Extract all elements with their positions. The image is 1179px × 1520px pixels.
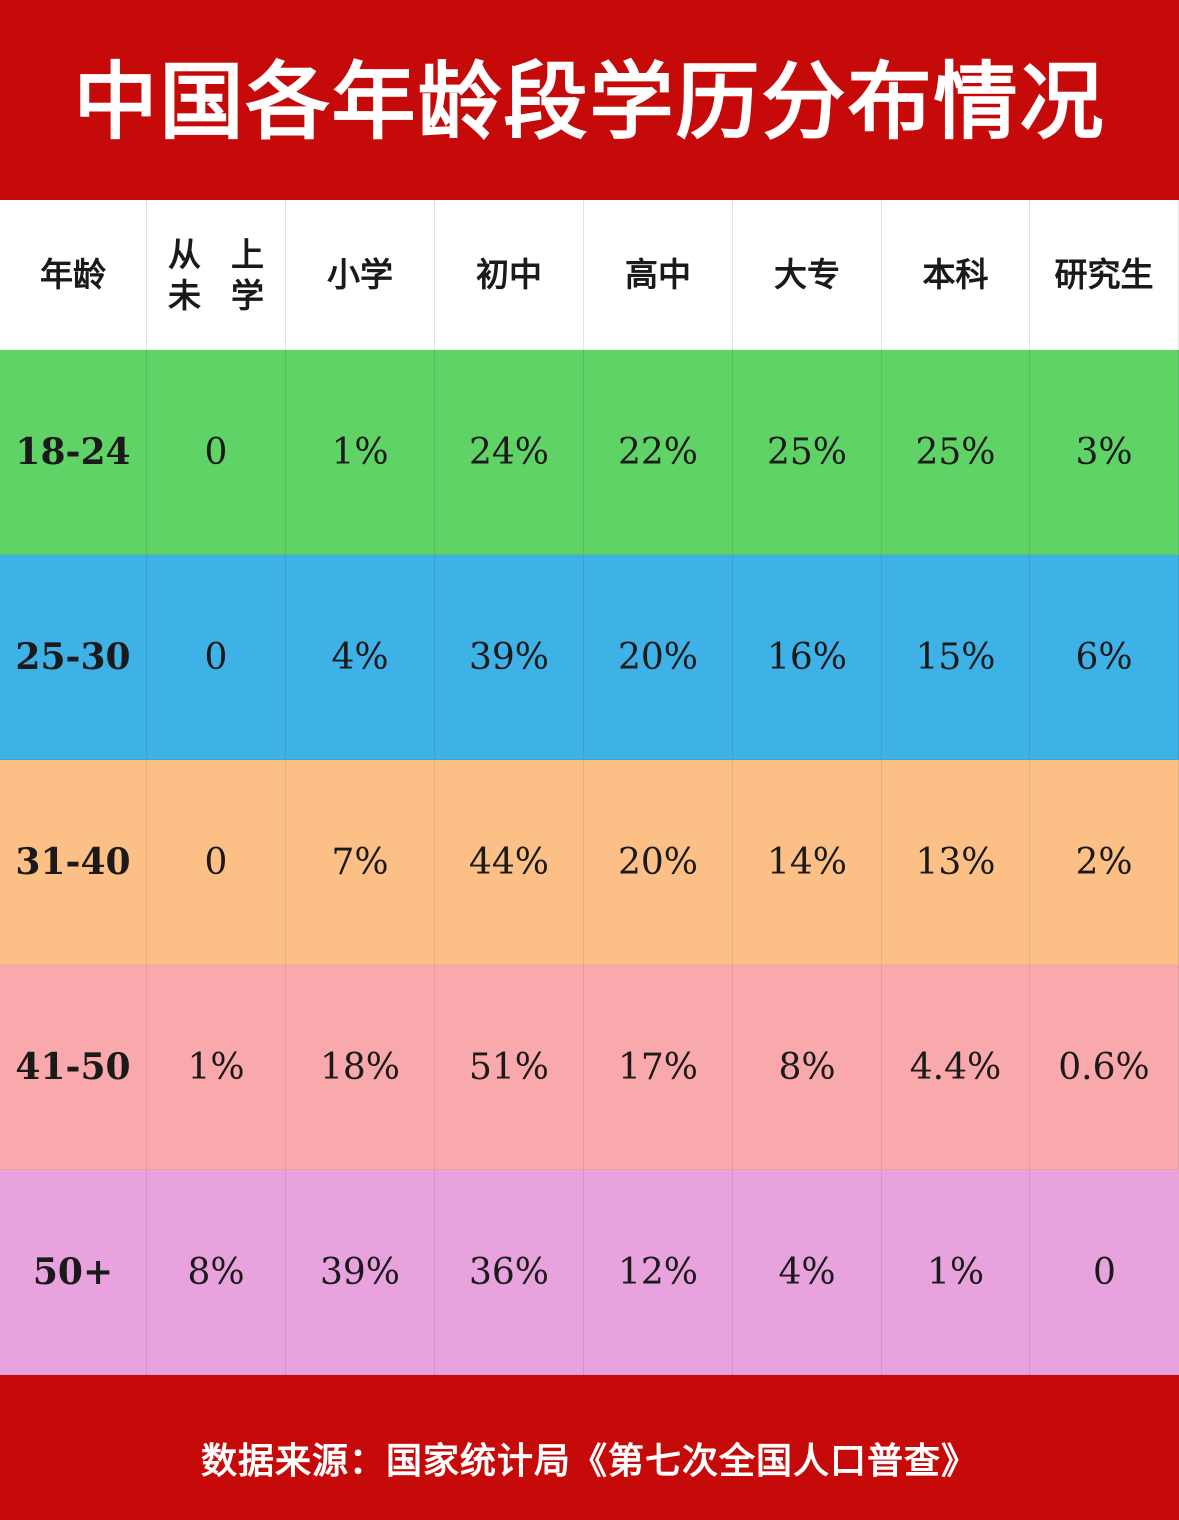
- column-header-line: 初中: [476, 255, 542, 295]
- column-header-line: 年龄: [40, 255, 106, 295]
- table-cell: 4%: [286, 555, 435, 760]
- table-cell: 2%: [1030, 760, 1179, 965]
- column-header-2: 小学: [286, 200, 435, 350]
- table-cell: 3%: [1030, 350, 1179, 555]
- table-cell: 16%: [733, 555, 882, 760]
- table-cell: 25%: [733, 350, 882, 555]
- table-cell: 8%: [147, 1170, 286, 1375]
- table-cell: 24%: [435, 350, 584, 555]
- table-cell: 22%: [584, 350, 733, 555]
- column-header-4: 高中: [584, 200, 733, 350]
- table-cell: 39%: [435, 555, 584, 760]
- age-label: 41-50: [0, 965, 147, 1170]
- table-cell: 4.4%: [882, 965, 1030, 1170]
- header-banner: 中国各年龄段学历分布情况: [0, 0, 1179, 200]
- column-header-line: 大专: [774, 255, 840, 295]
- table-cell: 17%: [584, 965, 733, 1170]
- table-cell: 12%: [584, 1170, 733, 1375]
- table-cell: 1%: [286, 350, 435, 555]
- table-cell: 0: [147, 555, 286, 760]
- table-cell: 44%: [435, 760, 584, 965]
- page-title: 中国各年龄段学历分布情况: [73, 52, 1106, 151]
- column-header-6: 本科: [882, 200, 1030, 350]
- table-cell: 20%: [584, 555, 733, 760]
- table-cell: 0: [147, 350, 286, 555]
- column-header-line: 本科: [922, 255, 989, 295]
- table-cell: 36%: [435, 1170, 584, 1375]
- column-header-line: 从未: [168, 234, 201, 315]
- column-header-line: 高中: [625, 255, 691, 295]
- table-cell: 13%: [882, 760, 1030, 965]
- table-cell: 18%: [286, 965, 435, 1170]
- column-header-line: 小学: [327, 255, 393, 295]
- table-cell: 0: [1030, 1170, 1179, 1375]
- table-cell: 6%: [1030, 555, 1179, 760]
- table-cell: 14%: [733, 760, 882, 965]
- table-cell: 51%: [435, 965, 584, 1170]
- age-label: 50+: [0, 1170, 147, 1375]
- table-cell: 0.6%: [1030, 965, 1179, 1170]
- age-label: 31-40: [0, 760, 147, 965]
- distribution-table: 年龄 从未 上学 小学 初中 高中 大专 本科 研究生 18-24 0 1% 24% 22% 25% 25% 3…: [0, 200, 1179, 1375]
- table-cell: 15%: [882, 555, 1030, 760]
- table-cell: 0: [147, 760, 286, 965]
- age-label: 25-30: [0, 555, 147, 760]
- table-cell: 8%: [733, 965, 882, 1170]
- column-header-line: 上学: [231, 234, 264, 315]
- table-cell: 4%: [733, 1170, 882, 1375]
- column-header-3: 初中: [435, 200, 584, 350]
- column-header-5: 大专: [733, 200, 882, 350]
- age-label: 18-24: [0, 350, 147, 555]
- column-header-1: 从未 上学: [147, 200, 286, 350]
- column-header-line: 研究生: [1054, 255, 1154, 295]
- source-note: 数据来源：国家统计局《第七次全国人口普查》: [200, 1439, 978, 1482]
- table-cell: 20%: [584, 760, 733, 965]
- footer-banner: 数据来源：国家统计局《第七次全国人口普查》: [0, 1375, 1179, 1520]
- table-cell: 1%: [882, 1170, 1030, 1375]
- table-cell: 1%: [147, 965, 286, 1170]
- table-cell: 25%: [882, 350, 1030, 555]
- table-cell: 39%: [286, 1170, 435, 1375]
- column-header-7: 研究生: [1030, 200, 1179, 350]
- table-cell: 7%: [286, 760, 435, 965]
- column-header-0: 年龄: [0, 200, 147, 350]
